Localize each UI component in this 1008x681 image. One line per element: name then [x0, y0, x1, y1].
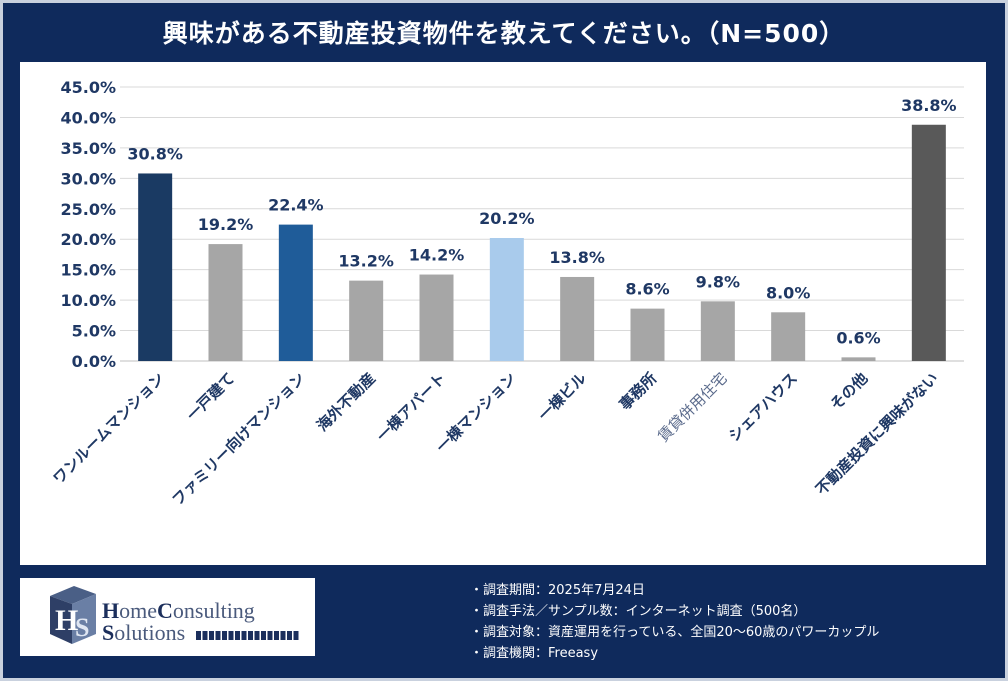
- logo-block: [241, 631, 247, 640]
- data-label: 8.6%: [625, 280, 669, 299]
- gridlines: [120, 86, 964, 362]
- x-tick-label: 賃貸併用住宅: [654, 369, 730, 445]
- y-axis: 0.0% 5.0% 10.0% 15.0% 20.0% 25.0% 30.0% 35.0% 40…: [60, 78, 116, 371]
- y-tick-label: 15.0%: [60, 261, 116, 280]
- y-tick-label: 25.0%: [60, 200, 116, 219]
- note-method: ・調査手法／サンプル数：インターネット調査（500名）: [470, 604, 807, 619]
- logo-text-onsulting: onsulting: [173, 598, 255, 623]
- note-target: ・調査対象：資産運用を行っている、全国20～60歳のパワーカップル: [470, 625, 880, 640]
- data-label: 13.2%: [338, 252, 394, 271]
- data-label: 20.2%: [479, 209, 535, 228]
- logo-line1: HomeConsulting: [102, 598, 255, 623]
- logo-block: [248, 631, 253, 640]
- bar: [630, 308, 665, 361]
- data-label: 22.4%: [268, 196, 324, 215]
- logo-block: [215, 631, 221, 640]
- svg-text:H: H: [55, 604, 78, 637]
- logo-block-pattern: [196, 631, 299, 640]
- data-label: 13.8%: [549, 248, 605, 267]
- logo-block: [222, 631, 227, 640]
- chart-panel: 0.0% 5.0% 10.0% 15.0% 20.0% 25.0% 30.0% 35.0% 40…: [20, 62, 986, 565]
- x-tick-label: ファミリー向けマンション: [169, 369, 309, 509]
- data-label: 14.2%: [409, 246, 465, 265]
- x-tick-label: シェアハウス: [725, 369, 801, 445]
- x-tick-label: ワンルームマンション: [50, 369, 168, 487]
- data-labels: 30.8% 19.2% 22.4% 13.2% 14.2% 20.2% 13.8% 8.6% 9…: [127, 96, 956, 348]
- logo-block: [287, 631, 292, 640]
- company-logo: H S HomeConsulting Solutions: [20, 578, 315, 656]
- logo-block: [261, 631, 266, 640]
- x-tick-label: 事務所: [616, 369, 661, 414]
- logo-initial-c: C: [157, 598, 173, 623]
- x-tick-label: その他: [827, 369, 872, 414]
- y-tick-label: 40.0%: [60, 108, 116, 127]
- note-organization: ・調査機関：Freeasy: [470, 646, 599, 661]
- bar: [560, 276, 595, 361]
- y-tick-label: 5.0%: [72, 322, 116, 341]
- data-label: 0.6%: [836, 328, 880, 347]
- y-tick-label: 0.0%: [72, 352, 116, 371]
- data-label: 8.0%: [766, 283, 810, 302]
- x-tick-label: 一棟アパート: [373, 369, 449, 445]
- y-tick-label: 10.0%: [60, 291, 116, 310]
- page-title: 興味がある不動産投資物件を教えてください。（N=500）: [162, 19, 846, 48]
- data-label: 38.8%: [901, 96, 957, 115]
- logo-block: [235, 631, 240, 640]
- data-label: 9.8%: [696, 272, 740, 291]
- y-tick-label: 30.0%: [60, 169, 116, 188]
- bar: [841, 357, 876, 361]
- bar-chart: 0.0% 5.0% 10.0% 15.0% 20.0% 25.0% 30.0% 35.0% 40…: [50, 78, 964, 509]
- x-tick-label: 不動産投資に興味がない: [812, 369, 941, 498]
- bar: [349, 280, 384, 361]
- bar: [911, 124, 946, 361]
- logo-block: [254, 631, 260, 640]
- logo-block: [280, 631, 286, 640]
- logo-block: [274, 631, 279, 640]
- logo-block: [293, 631, 299, 640]
- logo-text-olutions: olutions: [114, 620, 185, 645]
- logo-block: [196, 631, 201, 640]
- logo-block: [228, 631, 234, 640]
- logo-block: [209, 631, 214, 640]
- logo-mark-icon: H S: [50, 586, 96, 644]
- x-tick-label: 一棟ビル: [535, 369, 590, 424]
- bar: [419, 274, 454, 361]
- bar: [489, 238, 524, 361]
- bars: [138, 124, 946, 361]
- survey-notes: ・調査期間：2025年7月24日 ・調査手法／サンプル数：インターネット調査（5…: [470, 580, 879, 664]
- bar: [278, 224, 313, 361]
- data-label: 30.8%: [127, 144, 183, 163]
- svg-text:S: S: [75, 613, 89, 642]
- x-tick-label: 一戸建て: [183, 369, 238, 424]
- logo-initial-s: S: [102, 620, 114, 645]
- logo-line2: Solutions: [102, 620, 185, 645]
- bar: [771, 312, 806, 361]
- note-period: ・調査期間：2025年7月24日: [470, 583, 645, 598]
- data-label: 19.2%: [198, 215, 254, 234]
- bar: [208, 244, 243, 361]
- logo-block: [267, 631, 273, 640]
- bar: [138, 173, 173, 361]
- y-tick-label: 35.0%: [60, 139, 116, 158]
- y-tick-label: 45.0%: [60, 78, 116, 97]
- logo-block: [202, 631, 208, 640]
- y-tick-label: 20.0%: [60, 230, 116, 249]
- bar: [700, 301, 735, 361]
- logo-text-ome: ome: [119, 598, 157, 623]
- logo-initial-h: H: [102, 598, 119, 623]
- x-tick-label: 海外不動産: [313, 369, 379, 435]
